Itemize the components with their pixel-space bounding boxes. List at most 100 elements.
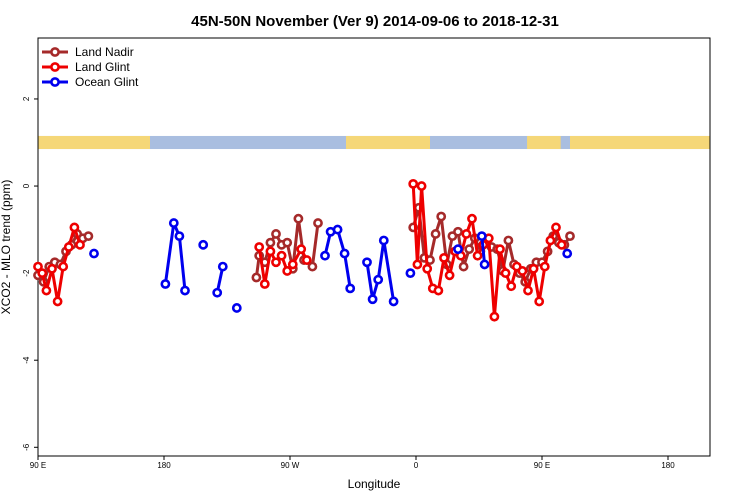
series-line [365, 238, 396, 302]
data-point [467, 213, 477, 224]
x-tick-label: 90 E [534, 461, 550, 470]
x-tick-label: 90 E [30, 461, 46, 470]
series-ocean-glint [89, 218, 573, 313]
legend-item: Land Nadir [42, 45, 134, 59]
data-point [259, 279, 270, 289]
data-point [345, 283, 356, 294]
land-band [570, 135, 710, 150]
data-point [551, 222, 561, 233]
data-point [565, 231, 575, 242]
data-point [198, 239, 209, 250]
data-point [412, 259, 423, 270]
land-band [38, 135, 150, 150]
data-point [265, 246, 276, 257]
data-point [168, 218, 179, 228]
data-point [174, 231, 185, 242]
data-point [458, 261, 469, 272]
data-point [293, 213, 304, 224]
data-point [444, 270, 455, 281]
data-point [453, 226, 463, 237]
data-point [271, 257, 281, 268]
data-point [367, 294, 378, 305]
y-tick-label: 0 [22, 183, 31, 188]
y-tick-label: 2 [22, 96, 31, 101]
data-point [89, 248, 99, 259]
data-point [362, 257, 372, 268]
data-point [562, 248, 573, 259]
data-point [180, 285, 190, 296]
data-point [271, 229, 281, 239]
data-point [33, 261, 43, 272]
data-point [332, 224, 343, 235]
data-point [378, 235, 389, 246]
data-point [453, 244, 463, 255]
data-point [339, 248, 350, 259]
data-point [461, 229, 472, 239]
data-point [254, 242, 265, 252]
data-point [500, 268, 511, 279]
data-point [265, 237, 276, 248]
data-point [69, 222, 80, 233]
data-point [422, 263, 433, 274]
data-point [63, 242, 74, 252]
data-point [37, 268, 48, 279]
x-tick-label: 180 [661, 461, 675, 470]
legend-item: Ocean Glint [42, 75, 139, 89]
legend-label: Land Nadir [75, 45, 134, 59]
data-point [160, 279, 171, 289]
data-point [495, 244, 505, 255]
x-axis: 90 E 180 90 W 0 90 E 180 [30, 456, 675, 470]
data-point [408, 178, 419, 189]
data-point [41, 285, 52, 296]
data-point [517, 266, 528, 276]
data-point [436, 211, 447, 222]
data-point [523, 285, 533, 296]
legend-marker [50, 47, 60, 57]
y-tick-label: -6 [22, 443, 31, 451]
data-point [506, 281, 517, 292]
x-tick-label: 0 [414, 461, 419, 470]
x-tick-label: 90 W [281, 461, 300, 470]
series-line [163, 221, 187, 291]
data-point [373, 274, 384, 285]
series-land-glint [33, 178, 567, 322]
data-point [301, 255, 312, 265]
data-point [307, 261, 318, 272]
data-point [416, 181, 427, 191]
plot-frame [37, 37, 711, 457]
data-point [534, 296, 545, 307]
x-tick-label: 180 [157, 461, 171, 470]
data-point [472, 250, 483, 261]
data-point [47, 263, 57, 274]
data-point [296, 244, 307, 255]
data-point [388, 296, 399, 307]
world-map-strip [38, 135, 710, 150]
series-layer [33, 178, 575, 322]
y-tick-label: -4 [22, 356, 31, 364]
data-point [545, 235, 556, 246]
data-point [75, 239, 85, 250]
data-point [528, 263, 539, 274]
series-line [323, 228, 352, 289]
legend-label: Ocean Glint [75, 75, 139, 89]
data-point [503, 235, 514, 246]
data-point [276, 250, 287, 261]
legend-marker [50, 62, 60, 72]
chart-title: 45N-50N November (Ver 9) 2014-09-06 to 2… [191, 13, 559, 30]
data-point [539, 261, 550, 272]
data-point [282, 266, 293, 276]
data-point [58, 261, 69, 272]
legend-item: Land Glint [42, 60, 130, 74]
data-point [464, 244, 475, 255]
data-point [282, 237, 293, 248]
legend-marker [50, 77, 60, 87]
data-point [287, 259, 298, 270]
x-axis-label: Longitude [348, 477, 401, 491]
data-point [83, 231, 94, 242]
data-point [313, 218, 323, 228]
y-axis-label: XCO2 - MLO trend (ppm) [0, 180, 13, 315]
data-point [52, 296, 63, 307]
data-point [489, 311, 500, 322]
